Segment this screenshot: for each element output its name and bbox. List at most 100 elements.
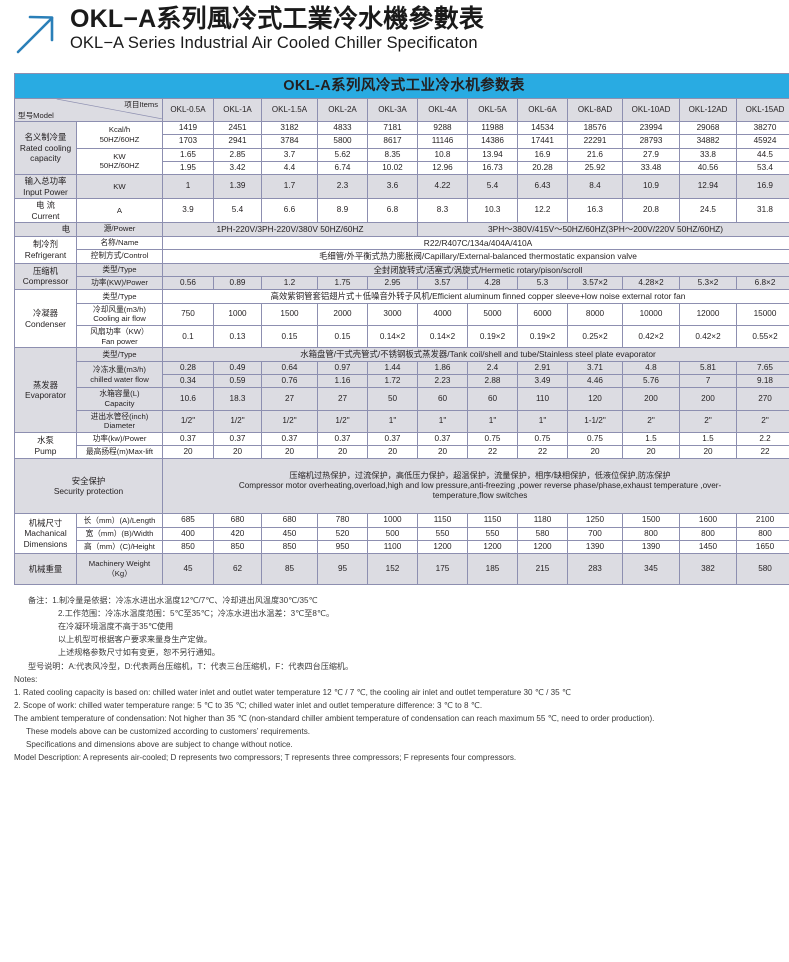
cell: 1" [367,409,418,433]
cell: 1390 [567,539,623,555]
cell: 1703 [162,134,214,149]
cell: 3.9 [162,198,214,223]
corner-items-label: 项目Items [124,100,158,109]
cell: 3.7 [261,147,318,162]
cell: 185 [467,553,518,585]
cell: 6.8×2 [735,275,789,291]
cell: 0.19×2 [517,324,568,349]
cell: 20 [213,444,262,460]
label-pump-power: 功率(kw)/Power [76,431,163,447]
row-kcal-60hz: 1703 2941 3784 5800 8617 11146 14386 174… [15,134,789,149]
cell: 8617 [367,134,418,149]
model-header-9: OKL-10AD [622,98,680,122]
cell: 200 [679,387,737,411]
cell: 1650 [735,539,789,555]
group-evaporator-cn: 蒸发器 [32,379,59,390]
cell: 680 [261,513,318,528]
cell: 2.85 [213,147,262,162]
cell: 4.28 [467,275,518,291]
page-title-en: OKL−A Series Industrial Air Cooled Chill… [70,34,478,52]
label-compressor-power: 功率(KW)/Power [76,275,163,291]
cell: 0.28 [162,360,214,376]
cell: 33.48 [622,160,680,176]
row-security-protection: 安全保护 Security protection 压缩机过热保护，过流保护，高低… [14,458,789,515]
group-condenser-en: Condenser [25,318,66,329]
label-kw: KW 50HZ/60HZ [76,147,163,175]
cell: 20 [567,444,623,460]
row-chilled-water-60hz: 0.34 0.59 0.76 1.16 1.72 2.23 2.88 3.49 … [15,373,789,389]
label-refrigerant-control: 控制方式/Control [76,249,163,264]
cell: 2" [679,409,737,433]
cell: 1/2" [261,409,318,433]
group-compressor-cn: 压缩机 [32,265,59,276]
cell: 175 [417,553,468,585]
cell: 22 [735,444,789,460]
group-weight-cn: 机械重量 [14,553,77,585]
label-kcal-hz: 50HZ/60HZ [99,134,140,144]
model-header-3: OKL-2A [317,98,368,122]
group-evaporator: 蒸发器 Evaporator [14,347,77,433]
cell: 5.81 [679,360,737,376]
cell: 0.34 [162,373,214,389]
cell: 1/2" [162,409,214,433]
cell: 2941 [213,134,262,149]
cell: 345 [622,553,680,585]
cell: 1200 [417,539,468,555]
label-fan-power-cn: 风扇功率（KW） [90,327,149,336]
cell: 25.92 [567,160,623,176]
label-fan-power: 风扇功率（KW） Fan power [76,324,163,349]
cell: 1.5 [622,431,680,447]
label-evaporator-type: 类型/Type [76,347,163,362]
label-tank-capacity: 水箱容量(L) Capacity [76,387,163,411]
cell: 0.49 [213,360,262,376]
cell: 1000 [213,302,262,327]
cell: 4.22 [417,174,468,199]
cell: 152 [367,553,418,585]
cell: 12.2 [517,198,568,223]
cell: 3182 [261,120,318,136]
cell: 27 [317,387,368,411]
cell: 24.5 [679,198,737,223]
model-header-5: OKL-4A [417,98,468,122]
cell: 15000 [735,302,789,327]
cell: 10.6 [162,387,214,411]
specification-table: OKL-A系列风冷式工业冷水机参数表 型号Model 项目Items OKL-0… [13,73,789,585]
label-diameter-en: Diameter [103,421,136,431]
cell: 550 [417,526,468,541]
cell: 1200 [467,539,518,555]
power-supply-left: 1PH-220V/3PH-220V/380V 50HZ/60HZ [162,222,418,237]
cell: 1419 [162,120,214,136]
note-en-4: These models above can be customized acc… [26,727,311,737]
label-width: 宽（mm）(B)/Width [76,526,163,541]
model-header-6: OKL-5A [467,98,518,122]
cell: 0.56 [162,275,214,291]
cell: 1150 [467,513,518,528]
cell: 0.1 [162,324,214,349]
cell: 27 [261,387,318,411]
cell: 0.37 [417,431,468,447]
row-dimension-width: 宽（mm）(B)/Width 400 420 450 520 500 550 5… [15,526,789,541]
cell: 8000 [567,302,623,327]
cell: 6.43 [517,174,568,199]
cell: 550 [467,526,518,541]
cell: 0.37 [317,431,368,447]
cell: 780 [317,513,368,528]
cell: 215 [517,553,568,585]
cell: 850 [213,539,262,555]
page-header: OKL−A系列風冷式工業冷水機參數表 OKL−A Series Industri… [14,6,775,68]
table-header-row: 型号Model 项目Items OKL-0.5A OKL-1A OKL-1.5A… [14,98,789,122]
label-weight: Machinery Weight （Kg） [76,553,163,585]
security-cn-line: 压缩机过热保护，过流保护，高低压力保护，超温保护，流量保护，相序/缺相保护，低液… [289,470,671,480]
cell: 20 [679,444,737,460]
cell: 110 [517,387,568,411]
label-length: 长（mm）(A)/Length [76,513,163,528]
cell: 4.28×2 [622,275,680,291]
cell: 5.3×2 [679,275,737,291]
cell: 950 [317,539,368,555]
group-current: 电 流 Current [14,198,77,223]
cell: 1180 [517,513,568,528]
row-kcal-50hz: 名义制冷量 Rated cooling capacity Kcal/h 50HZ… [14,120,789,175]
group-security: 安全保护 Security protection [14,458,163,515]
group-dimensions-en: Machanical Dimensions [23,528,68,549]
row-input-power: 输入总功率 Input Power KW 1 1.39 1.7 2.3 3.6 … [14,174,789,199]
